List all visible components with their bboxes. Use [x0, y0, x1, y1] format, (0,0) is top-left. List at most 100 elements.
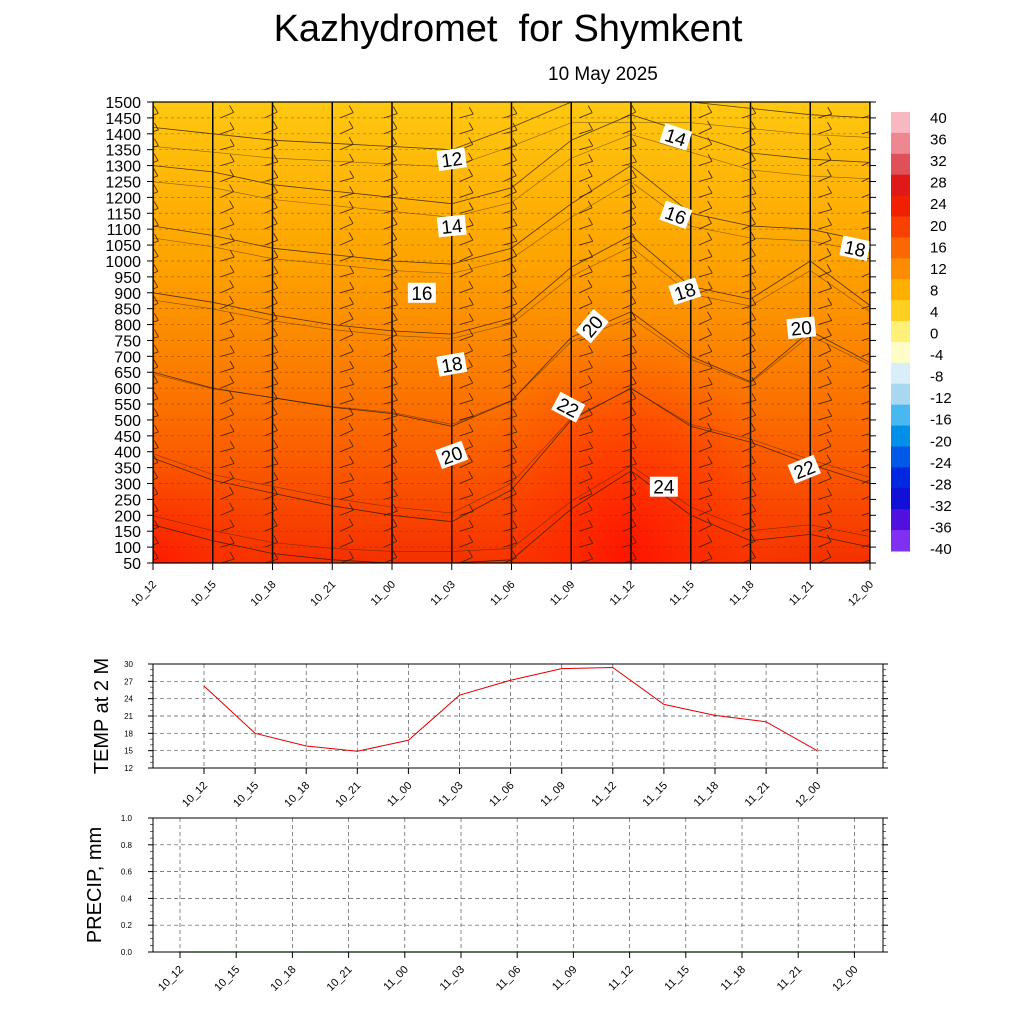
wind-barb-flag [229, 89, 233, 96]
wind-barb [264, 302, 278, 310]
wind-barb-flag [153, 503, 159, 511]
wind-barb [264, 351, 279, 357]
wind-barb-flag [468, 328, 474, 337]
wind-barb-flag [349, 153, 354, 162]
colorbar-label: 40 [930, 110, 947, 127]
wind-barb-flag [827, 202, 833, 210]
wind-barb [622, 509, 636, 516]
wind-barb [503, 431, 518, 437]
wind-barb [622, 352, 637, 357]
wind-barb [579, 431, 593, 437]
wind-barb [503, 129, 518, 135]
wind-barb-flag [393, 186, 398, 194]
wind-barb-flag [631, 535, 637, 543]
wind-barb [861, 352, 870, 357]
wind-barb [742, 304, 757, 310]
wind-barb [861, 448, 870, 453]
wind-barb-flag [512, 329, 518, 337]
wind-barb [220, 112, 234, 119]
wind-barb [220, 382, 234, 389]
y-tick-label: 1000 [105, 254, 141, 271]
temp-y-tick-label: 21 [124, 712, 133, 721]
wind-barb [264, 383, 278, 389]
wind-barb [698, 463, 713, 469]
temp-x-tick-label: 11_09 [538, 780, 568, 810]
y-tick-label: 600 [114, 381, 141, 398]
heatmap-hot-left [153, 450, 280, 563]
wind-barb-flag [229, 486, 234, 494]
wind-barb-flag [512, 455, 517, 463]
wind-barb [503, 102, 505, 103]
wind-barb-flag [707, 407, 712, 415]
wind-barb [383, 557, 397, 563]
heatmap-hot-core [460, 320, 800, 563]
wind-barb-flag [468, 454, 473, 462]
precip-x-tick-label: 10_12 [156, 964, 186, 994]
contour-line-minor [153, 388, 870, 514]
wind-barb [818, 224, 832, 230]
wind-barb [153, 270, 158, 274]
wind-barb-flag [229, 312, 235, 320]
precip-grid [153, 817, 883, 953]
colorbar-label: -20 [930, 433, 952, 450]
wind-barb-flag [273, 456, 279, 465]
wind-barb [459, 239, 473, 246]
wind-barb-flag [827, 297, 833, 306]
wind-barb-flag [348, 311, 354, 320]
temp-axes: 12 15 18 21 24 27 30 10_12 10_15 10_18 10_21 11_00 1… [124, 660, 888, 810]
contour-label-bg [551, 391, 586, 423]
wind-barb [742, 429, 756, 437]
wind-barb [818, 254, 832, 262]
wind-barb-flag [229, 329, 235, 337]
wind-barb [220, 223, 235, 230]
wind-barb-flag [512, 313, 518, 321]
contour-label-text: 14 [440, 216, 464, 239]
wind-barb-flag [153, 153, 159, 161]
contour-label-text: 18 [842, 237, 867, 262]
wind-barb-flag [348, 105, 354, 113]
wind-barb [264, 446, 278, 453]
wind-barb [459, 526, 474, 532]
wind-barb [742, 223, 756, 230]
wind-barb [818, 159, 832, 166]
wind-barb-flag [272, 406, 278, 415]
wind-barb-flag [631, 423, 637, 431]
wind-barb-flag [349, 472, 355, 480]
wind-barb [818, 461, 832, 468]
precip-x-tick-label: 10_15 [212, 964, 242, 994]
wind-barb-flag [512, 184, 517, 193]
wind-barb [220, 286, 234, 294]
wind-barb [579, 526, 593, 532]
wind-barb-flag [392, 217, 398, 225]
wind-barb-flag [392, 121, 398, 129]
temp-grid [153, 663, 883, 769]
wind-barb-flag [632, 345, 637, 353]
wind-barb-flag [229, 375, 235, 383]
contour-label-text: 16 [411, 284, 432, 305]
wind-barb [622, 128, 637, 135]
wind-barb-flag [393, 281, 398, 290]
wind-barb [264, 430, 278, 437]
wind-barb-flag [631, 328, 637, 336]
precip-x-tick-label: 10_21 [325, 964, 355, 994]
wind-barb-flag [273, 376, 279, 384]
y-tick-label: 1150 [107, 206, 142, 223]
wind-barb [622, 368, 637, 373]
colorbar-label: 20 [930, 218, 947, 235]
wind-barb-flag [468, 439, 474, 447]
wind-barb-flag [707, 551, 713, 559]
wind-barb [503, 381, 517, 389]
wind-barb-flag [751, 201, 757, 210]
colorbar-swatch [891, 132, 910, 155]
wind-barb [220, 191, 234, 198]
wind-barb [503, 477, 517, 484]
wind-barb-flag [871, 234, 875, 241]
precipitation-panel: PRECIP, mm 0.0 0.2 0.4 0.6 0.8 1.0 10_12 10_15 1… [84, 814, 888, 994]
contour-line-12 [153, 102, 870, 151]
wind-barb [340, 102, 342, 103]
wind-barb-flag [153, 408, 159, 416]
wind-barb [818, 239, 832, 246]
wind-barb-flag [871, 440, 875, 447]
wind-barb [622, 145, 637, 151]
wind-barb-flag [153, 279, 159, 288]
